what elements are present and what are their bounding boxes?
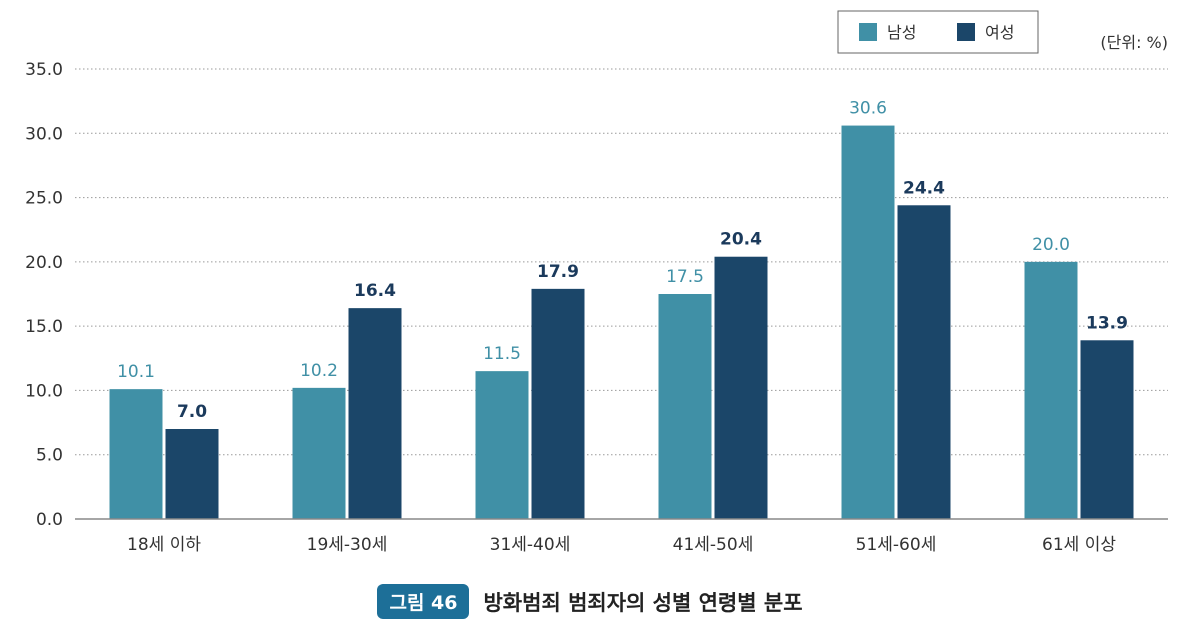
legend: 남성 여성 [837,10,1039,54]
x-category-label: 51세-60세 [856,535,937,555]
bar-female [897,205,951,520]
y-tick-label: 0.0 [36,510,63,530]
gridlines [75,68,1168,456]
data-label-male: 30.6 [849,99,887,119]
x-axis-categories: 18세 이하 19세-30세 31세-40세 41세-50세 51세-60세 61세 이상 [127,535,1116,555]
y-tick-label: 30.0 [25,124,63,144]
x-category-label: 41세-50세 [673,535,754,555]
figure-caption: 그림 46 방화범죄 범죄자의 성별 연령별 분포 [0,584,1180,619]
data-label-male: 20.0 [1032,235,1070,255]
data-label-female: 13.9 [1086,313,1128,333]
bar-male [658,294,712,519]
x-category-label: 61세 이상 [1042,535,1116,555]
data-label-male: 11.5 [483,344,521,364]
legend-label-female: 여성 [985,23,1014,42]
y-tick-label: 10.0 [25,381,63,401]
bar-male [841,125,895,520]
data-label-male: 17.5 [666,267,704,287]
figure-number-badge: 그림 46 [377,584,470,619]
x-category-label: 18세 이하 [127,535,201,555]
bar-chart: 0.05.010.015.020.025.030.035.0 10.17.010… [25,10,1168,555]
bar-female [165,429,219,519]
bar-male [1024,261,1078,519]
y-tick-label: 15.0 [25,317,63,337]
bar-male [109,389,163,519]
y-tick-label: 35.0 [25,60,63,80]
y-tick-label: 20.0 [25,253,63,273]
data-label-female: 7.0 [177,402,207,422]
bars [109,125,1134,520]
figure-title: 방화범죄 범죄자의 성별 연령별 분포 [483,590,803,615]
data-label-male: 10.1 [117,362,155,382]
bar-female [714,256,768,519]
y-axis-ticks: 0.0 5.0 10.0 15.0 20.0 25.0 30.0 35.0 [25,60,63,530]
data-label-female: 16.4 [354,281,396,301]
bar-female [531,288,585,519]
data-label-male: 10.2 [300,361,338,381]
legend-label-male: 남성 [887,23,916,42]
bar-male [475,371,529,519]
y-tick-label: 25.0 [25,189,63,209]
legend-swatch-female [957,23,975,41]
y-tick-label: 5.0 [36,446,63,466]
unit-label: (단위: %) [1100,33,1168,52]
legend-swatch-male [859,23,877,41]
x-category-label: 19세-30세 [307,535,388,555]
legend-frame [837,10,1039,54]
bar-female [1080,340,1134,519]
data-label-female: 17.9 [537,262,579,282]
data-labels: 10.1 7.0 10.2 16.4 11.5 17.9 17.5 20.4 30.6 24.4 2… [117,99,1128,422]
x-category-label: 31세-40세 [490,535,571,555]
bar-male [292,387,346,519]
data-label-female: 24.4 [903,178,945,198]
data-label-female: 20.4 [720,230,762,250]
bar-female [348,308,402,519]
